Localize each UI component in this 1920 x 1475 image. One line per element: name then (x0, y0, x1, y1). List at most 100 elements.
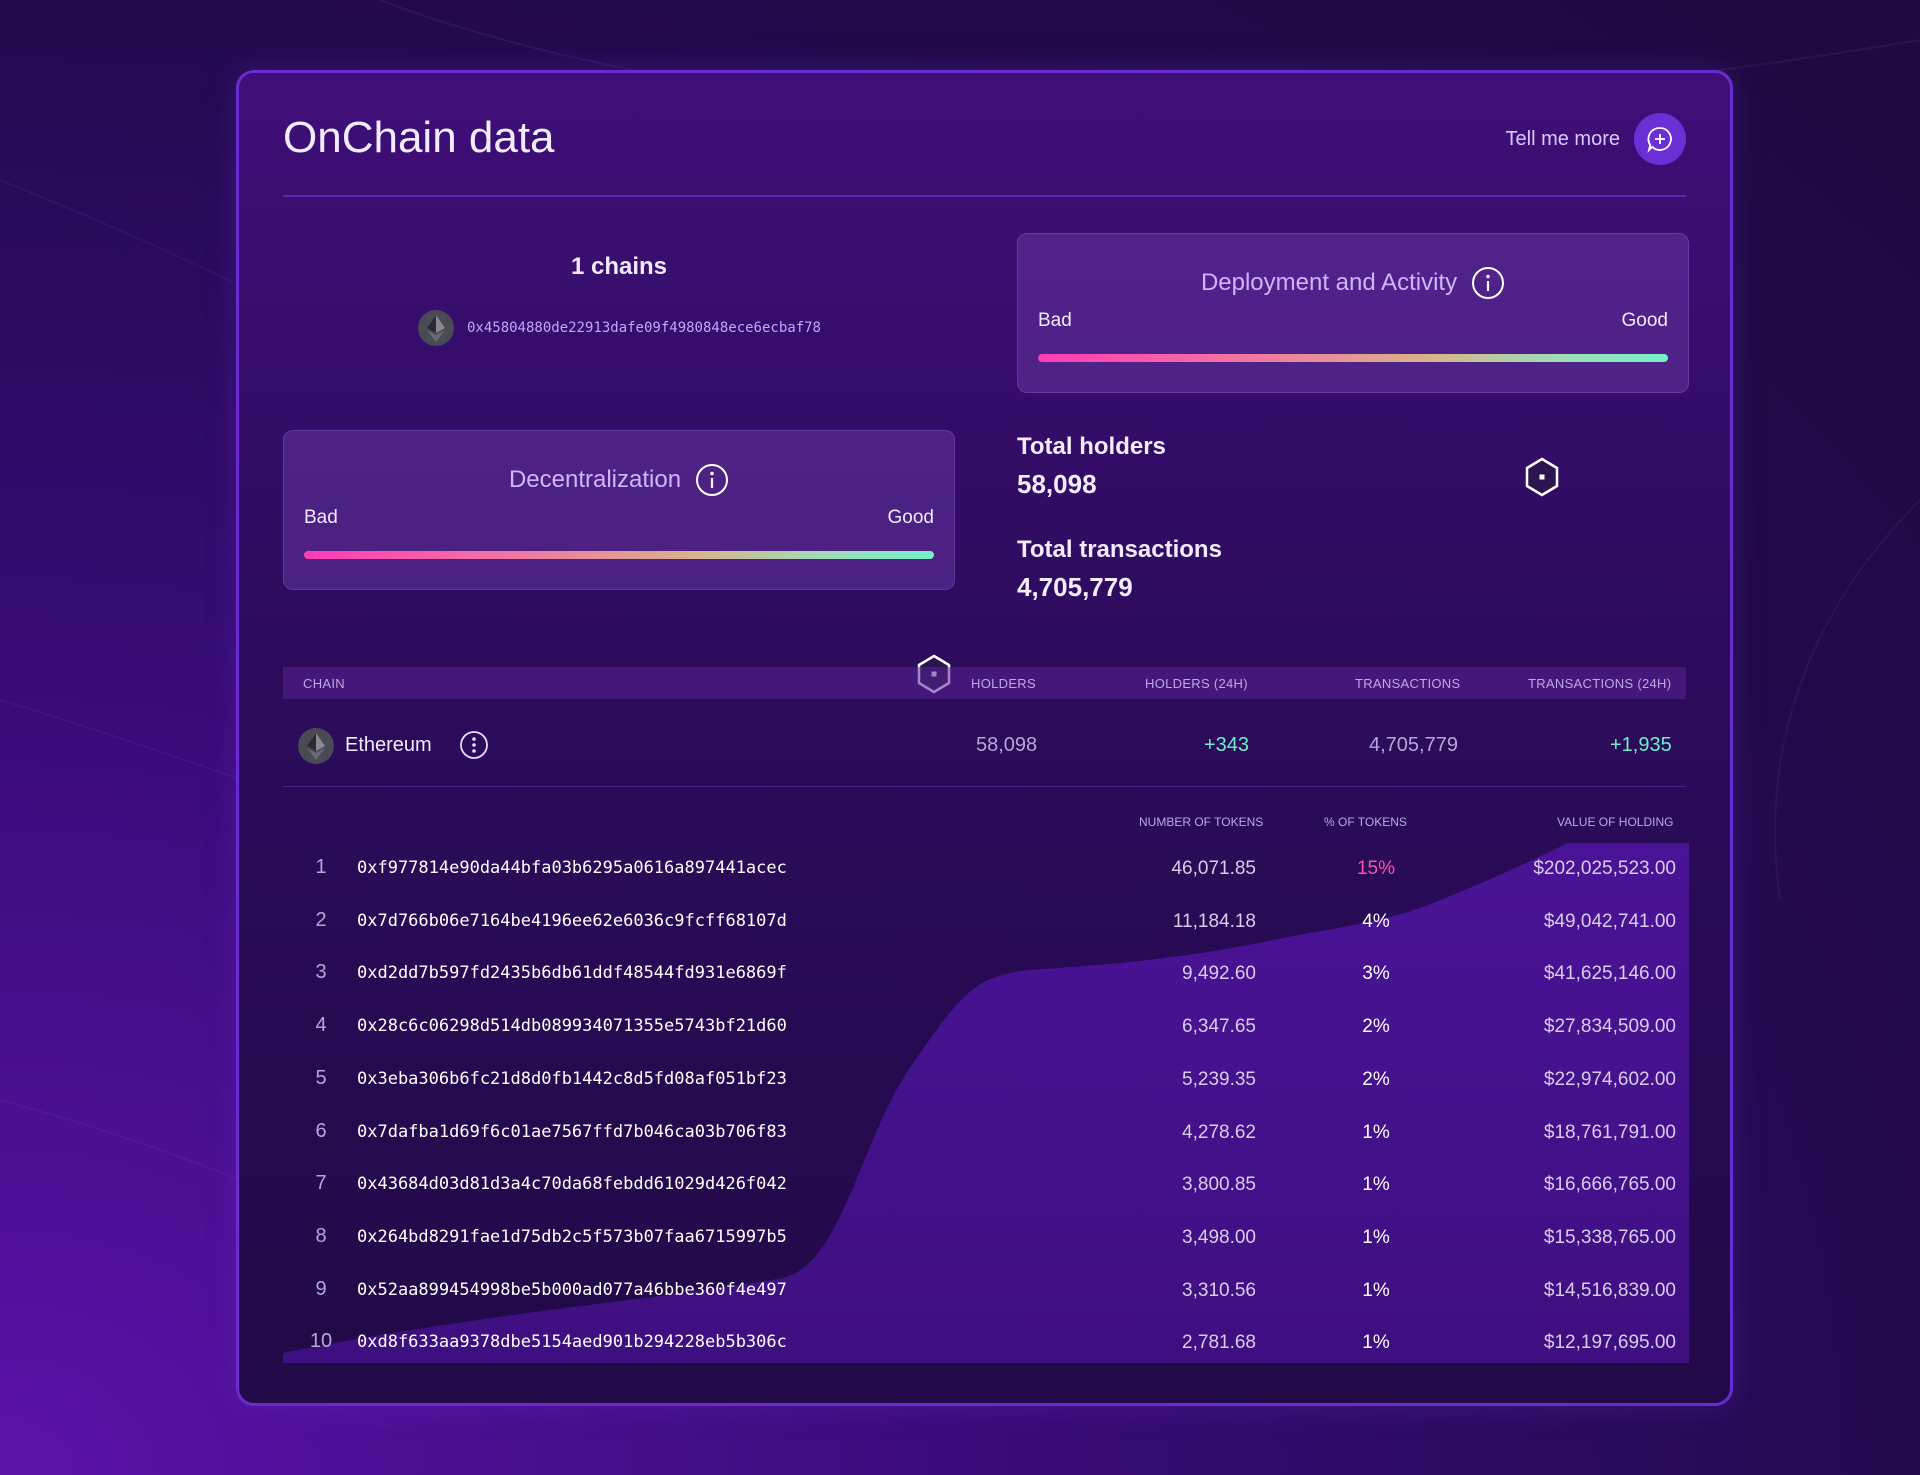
holder-rank: 7 (315, 1172, 327, 1195)
holder-address[interactable]: 0x7dafba1d69f6c01ae7567ffd7b046ca03b706f… (357, 1121, 787, 1142)
distribution-area-graphic (283, 843, 1689, 1363)
holder-rank: 4 (315, 1014, 327, 1037)
holder-value: $12,197,695.00 (1543, 1332, 1676, 1354)
holder-rank: 9 (315, 1277, 327, 1300)
holder-pct: 1% (1362, 1226, 1390, 1248)
deployment-score-thumb (1525, 457, 1559, 497)
holder-value: $202,025,523.00 (1533, 858, 1676, 879)
holder-value: $49,042,741.00 (1543, 910, 1676, 932)
holder-tokens: 3,498.00 (1182, 1226, 1256, 1248)
subheader-tokens: NUMBER OF TOKENS (1139, 815, 1264, 829)
holder-row[interactable]: 1 0xf977814e90da44bfa03b6295a0616a897441a… (283, 848, 1686, 888)
holder-rank: 6 (315, 1119, 327, 1142)
holder-row[interactable]: 8 0x264bd8291fae1d75db2c5f573b07faa671599… (283, 1217, 1686, 1257)
chain-table-header: CHAIN HOLDERS HOLDERS (24H) TRANSACTIONS… (283, 667, 1686, 699)
holder-row[interactable]: 6 0x7dafba1d69f6c01ae7567ffd7b046ca03b706… (283, 1112, 1686, 1152)
chain-row-ethereum[interactable]: Ethereum 58,098 +343 4,705,779 +1,935 (283, 703, 1686, 787)
deployment-good-label: Good (1621, 310, 1668, 331)
holder-address[interactable]: 0xf977814e90da44bfa03b6295a0616a897441ac… (357, 858, 787, 878)
holder-value: $27,834,509.00 (1543, 1016, 1676, 1038)
ethereum-icon (298, 728, 334, 764)
chain-holders: 58,098 (976, 734, 1038, 756)
holder-address[interactable]: 0xd8f633aa9378dbe5154aed901b294228eb5b30… (357, 1332, 787, 1353)
chain-transactions: 4,705,779 (1369, 734, 1458, 756)
holder-rank: 3 (315, 961, 327, 984)
holder-row[interactable]: 7 0x43684d03d81d3a4c70da68febdd61029d426f… (283, 1164, 1686, 1204)
tell-me-more-label: Tell me more (1505, 127, 1620, 150)
totals: Total holders 58,098 Total transactions … (1017, 433, 1222, 603)
holder-tokens: 3,800.85 (1182, 1174, 1256, 1196)
deployment-score-track (1038, 354, 1668, 497)
header-transactions: TRANSACTIONS (1355, 676, 1461, 691)
deployment-bad-label: Bad (1038, 310, 1072, 331)
holder-row[interactable]: 9 0x52aa899454998be5b000ad077a46bbe360f4e… (283, 1270, 1686, 1310)
deployment-activity-title: Deployment and Activity (1200, 269, 1458, 296)
holder-row[interactable]: 5 0x3eba306b6fc21d8d0fb1442c8d5fd08af051b… (283, 1059, 1686, 1099)
holder-rank: 2 (315, 908, 327, 931)
holder-value: $15,338,765.00 (1543, 1226, 1676, 1248)
holder-tokens: 6,347.65 (1182, 1016, 1256, 1038)
contract-address[interactable]: 0x45804880de22913dafe09f4980848ece6ecbaf… (466, 320, 821, 336)
total-holders-value: 58,098 (1017, 469, 1097, 499)
decentralization-card: Decentralization Bad Good (283, 430, 955, 694)
holder-tokens: 46,071.85 (1171, 858, 1256, 879)
holder-address[interactable]: 0x3eba306b6fc21d8d0fb1442c8d5fd08af051bf… (357, 1068, 787, 1089)
chain-holders-24h: +343 (1204, 734, 1250, 756)
holder-value: $41,625,146.00 (1543, 963, 1676, 985)
holder-row[interactable]: 4 0x28c6c06298d514db089934071355e5743bf21… (283, 1006, 1686, 1046)
holder-row[interactable]: 3 0xd2dd7b597fd2435b6db61ddf48544fd931e68… (283, 953, 1686, 993)
holder-address[interactable]: 0x43684d03d81d3a4c70da68febdd61029d426f0… (357, 1174, 787, 1195)
holder-value: $18,761,791.00 (1543, 1121, 1676, 1143)
page-title: OnChain data (283, 113, 555, 162)
chains-summary: 1 chains 0x45804880de22913dafe09f4980848… (283, 253, 955, 347)
holder-rank: 1 (315, 856, 327, 878)
header-chain: CHAIN (303, 676, 345, 691)
info-icon[interactable] (695, 463, 729, 497)
total-transactions-value: 4,705,779 (1017, 572, 1133, 602)
holder-row[interactable]: 2 0x7d766b06e7164be4196ee62e6036c9fcff681… (283, 901, 1686, 941)
holder-address[interactable]: 0xd2dd7b597fd2435b6db61ddf48544fd931e686… (357, 963, 787, 984)
holder-value: $16,666,765.00 (1543, 1174, 1676, 1196)
holder-pct: 1% (1362, 1121, 1390, 1143)
chains-count: 1 chains (570, 253, 668, 280)
holder-tokens: 3,310.56 (1182, 1279, 1256, 1301)
holder-address[interactable]: 0x28c6c06298d514db089934071355e5743bf21d… (357, 1016, 787, 1037)
info-icon[interactable] (1471, 266, 1505, 300)
decentralization-bad-label: Bad (304, 507, 338, 528)
holder-tokens: 2,781.68 (1182, 1332, 1256, 1354)
chain-address-row: 0x45804880de22913dafe09f4980848ece6ecbaf… (283, 309, 955, 347)
tell-me-more-button[interactable]: Tell me more (1506, 113, 1686, 165)
subheader-value: VALUE OF HOLDING (1557, 815, 1674, 829)
decentralization-good-label: Good (887, 507, 934, 528)
header-divider (283, 195, 1686, 197)
header-transactions-24h: TRANSACTIONS (24H) (1528, 676, 1672, 691)
holder-pct: 15% (1356, 858, 1396, 879)
holder-pct: 4% (1362, 910, 1390, 932)
ethereum-icon (417, 310, 454, 346)
deployment-activity-card: Deployment and Activity Bad Good (1017, 233, 1689, 497)
decentralization-title: Decentralization (508, 466, 682, 493)
onchain-data-card: OnChain data Tell me more 1 chains 0x458… (236, 70, 1733, 1406)
subheader-pct: % OF TOKENS (1324, 815, 1407, 829)
holder-value: $14,516,839.00 (1543, 1279, 1676, 1301)
total-holders-label: Total holders (1017, 433, 1166, 460)
holder-tokens: 9,492.60 (1182, 963, 1256, 985)
holder-tokens: 4,278.62 (1182, 1121, 1256, 1143)
decentralization-score-track (304, 551, 951, 694)
holder-rank: 5 (315, 1066, 327, 1089)
more-options-icon[interactable] (459, 730, 489, 760)
holder-address[interactable]: 0x52aa899454998be5b000ad077a46bbe360f4e4… (357, 1279, 787, 1300)
chain-transactions-24h: +1,935 (1610, 734, 1672, 756)
chat-plus-icon[interactable] (1634, 113, 1686, 165)
header-holders-24h: HOLDERS (24H) (1145, 676, 1248, 691)
holder-pct: 1% (1362, 1279, 1390, 1301)
holder-rank: 8 (315, 1224, 327, 1247)
holder-row[interactable]: 10 0xd8f633aa9378dbe5154aed901b294228eb5b… (283, 1322, 1686, 1362)
holder-tokens: 5,239.35 (1182, 1068, 1256, 1090)
chain-name: Ethereum (345, 734, 432, 756)
holder-pct: 1% (1362, 1174, 1390, 1196)
holder-address[interactable]: 0x7d766b06e7164be4196ee62e6036c9fcff6810… (357, 910, 787, 931)
holder-address[interactable]: 0x264bd8291fae1d75db2c5f573b07faa6715997… (357, 1226, 787, 1247)
holder-pct: 3% (1362, 963, 1390, 985)
holder-pct: 2% (1362, 1016, 1390, 1038)
